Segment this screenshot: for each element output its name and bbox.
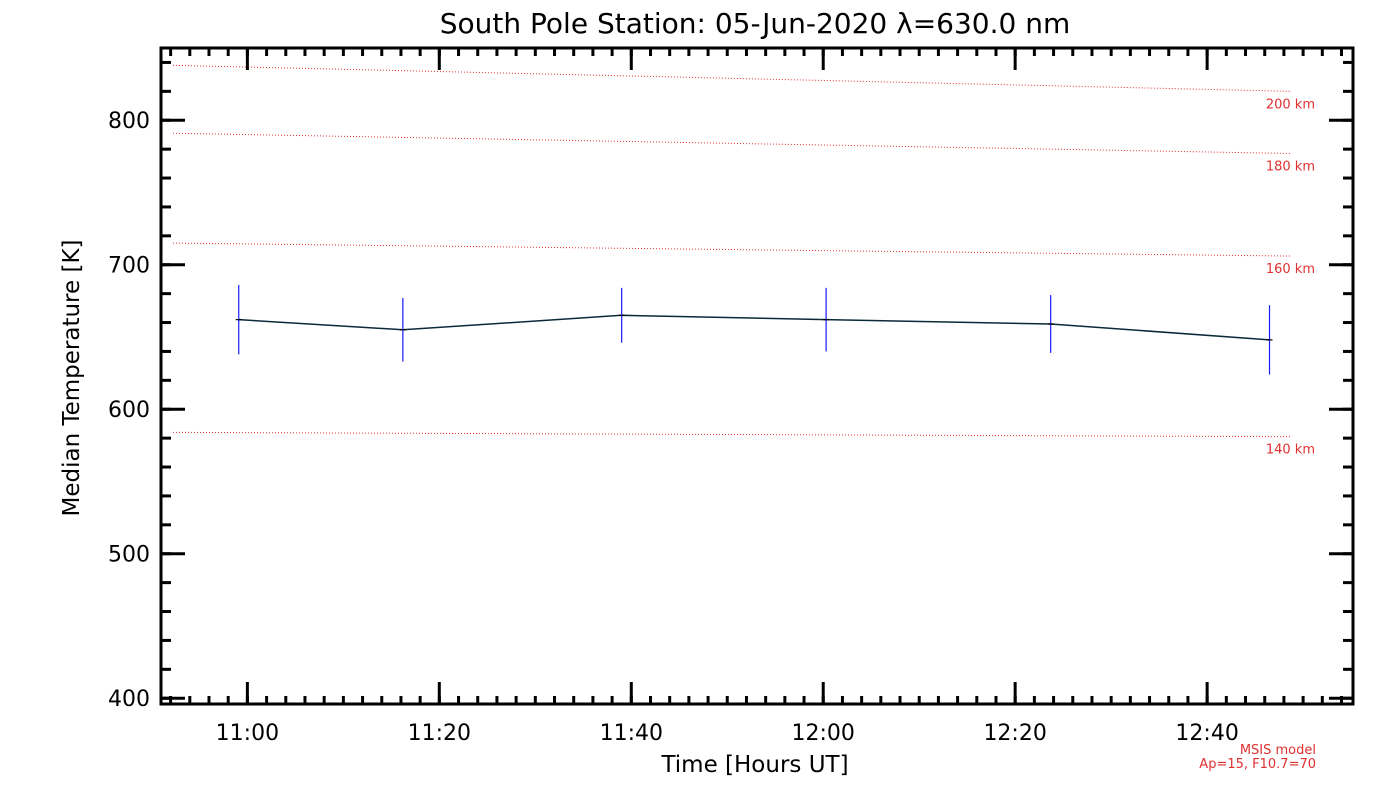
y-tick-label: 500 <box>108 543 150 568</box>
x-tick-label: 12:40 <box>1175 721 1238 746</box>
reference-line <box>172 431 1292 438</box>
plot-frame <box>159 46 1355 706</box>
x-tick-label: 12:20 <box>983 721 1046 746</box>
reference-line-label: 180 km <box>1266 159 1315 174</box>
y-tick-label: 400 <box>108 687 150 712</box>
reference-lines: 200 km 180 km 160 km 140 km <box>172 64 1315 458</box>
y-tick-label: 800 <box>108 109 150 134</box>
x-axis-label: Time [Hours UT] <box>660 752 848 778</box>
axis-ticks: 11:00 11:20 11:40 12:00 12:20 12:40 400 500 600 7… <box>108 48 1353 746</box>
reference-line <box>172 242 1292 257</box>
y-axis-label: Median Temperature [K] <box>59 240 85 517</box>
x-tick-label: 11:00 <box>216 721 279 746</box>
x-tick-label: 11:40 <box>600 721 663 746</box>
model-params-note: Ap=15, F10.7=70 <box>1199 757 1316 772</box>
reference-line <box>172 64 1292 92</box>
reference-line-label: 140 km <box>1266 443 1315 458</box>
x-tick-label: 11:20 <box>408 721 471 746</box>
model-note: MSIS model <box>1240 743 1316 758</box>
series-line <box>238 314 1270 341</box>
reference-line <box>172 132 1292 154</box>
y-tick-label: 600 <box>108 398 150 423</box>
reference-line-label: 200 km <box>1266 97 1315 112</box>
x-tick-label: 12:00 <box>792 721 855 746</box>
reference-line-label: 160 km <box>1266 262 1315 277</box>
data-series <box>235 284 1273 375</box>
y-tick-label: 700 <box>108 254 150 279</box>
chart-title: South Pole Station: 05-Jun-2020 λ=630.0 … <box>440 7 1071 40</box>
